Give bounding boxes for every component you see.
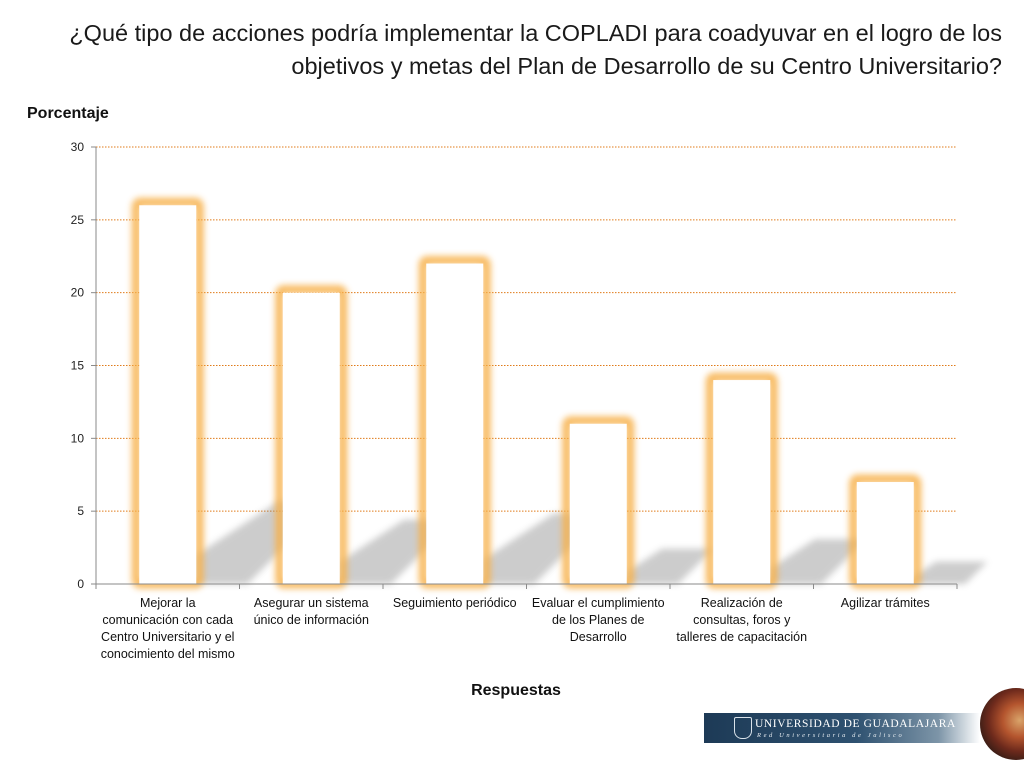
bar-shadow-3 (626, 548, 714, 584)
x-category-label-2-line-0: Seguimiento periódico (392, 596, 517, 610)
x-category-label-4: Realización de consultas, foros y talleres… (671, 595, 813, 646)
x-category-label-3-line-0: Evaluar el cumplimiento (531, 596, 665, 610)
x-category-label-0-line-2: Centro Universitario y el (101, 630, 235, 644)
university-network: Red Universitaria de Jalisco (757, 732, 905, 739)
x-category-label-1-line-0: Asegurar un sistema (253, 596, 369, 610)
x-category-label-0-line-0: Mejorar la (139, 596, 196, 610)
x-category-label-3-line-1: de los Planes de (552, 613, 645, 627)
x-category-label-0-line-3: conocimiento del mismo (100, 647, 235, 661)
bar-shadow-4 (770, 539, 867, 584)
x-category-label-2: Seguimiento periódico (384, 595, 526, 612)
x-category-label-4-line-1: consultas, foros y (693, 613, 791, 627)
y-tick-label-6: 30 (71, 140, 85, 154)
y-tick-label-5: 25 (71, 213, 85, 227)
y-tick-label-2: 10 (71, 431, 85, 445)
university-name: UNIVERSIDAD DE GUADALAJARA (755, 718, 956, 730)
x-category-label-1: Asegurar un sistema único de información (240, 595, 382, 629)
slide-title-line-1: ¿Qué tipo de acciones podría implementar… (69, 20, 1002, 46)
x-category-label-1-line-1: único de información (253, 613, 369, 627)
y-tick-label-3: 15 (71, 359, 85, 373)
x-category-label-3-line-2: Desarrollo (569, 630, 627, 644)
x-category-label-5: Agilizar trámites (814, 595, 956, 612)
y-axis-title: Porcentaje (27, 105, 109, 122)
slide-title-line-2: objetivos y metas del Plan de Desarrollo… (291, 53, 1002, 79)
university-crest-icon (734, 717, 752, 739)
x-category-label-0: Mejorar la comunicación con cada Centro Un… (97, 595, 239, 663)
bars (139, 205, 914, 584)
bar-4 (713, 380, 771, 584)
x-axis-title: Respuestas (471, 682, 561, 699)
bar-1 (282, 292, 340, 584)
gridlines (96, 146, 957, 512)
x-category-label-0-line-1: comunicación con cada (102, 613, 234, 627)
y-tick-labels: 0 5 10 15 20 25 30 (71, 140, 85, 591)
y-tick-label-4: 20 (71, 286, 85, 300)
bar-shadow-5 (913, 561, 988, 584)
slide-title: ¿Qué tipo de acciones podría implementar… (62, 17, 1002, 83)
bar-5 (856, 482, 914, 584)
bar-2 (426, 263, 484, 584)
axes (91, 146, 958, 589)
y-tick-label-0: 0 (77, 577, 84, 591)
x-category-label-3: Evaluar el cumplimiento de los Planes de D… (527, 595, 669, 646)
x-category-label-4-line-2: talleres de capacitación (676, 630, 808, 644)
bar-3 (569, 423, 627, 584)
x-category-label-5-line-0: Agilizar trámites (840, 596, 930, 610)
x-category-label-4-line-0: Realización de (700, 596, 783, 610)
bar-0 (139, 205, 197, 584)
y-tick-label-1: 5 (77, 504, 84, 518)
